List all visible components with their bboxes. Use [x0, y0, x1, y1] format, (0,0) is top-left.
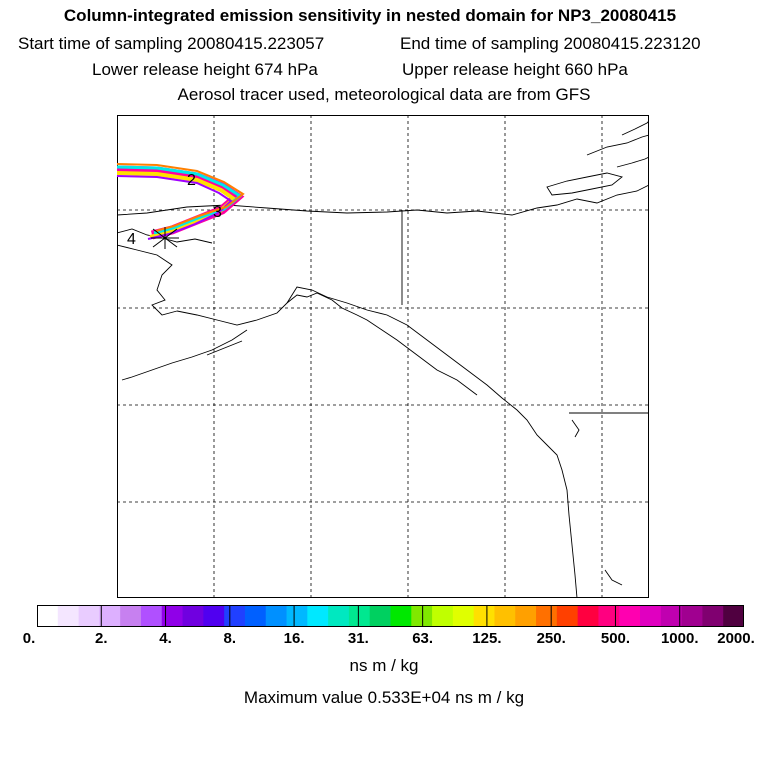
trajectory-label-3: 3 — [213, 204, 222, 221]
colorbar-tick-label: 250. — [536, 630, 566, 647]
colorbar-tick-label: 125. — [472, 630, 502, 647]
colorbar-segment — [265, 605, 288, 627]
colorbar-tick-label: 500. — [600, 630, 631, 647]
colorbar-segment — [640, 605, 662, 627]
release-marker — [151, 227, 179, 249]
colorbar-tick-label: 4. — [159, 630, 172, 647]
plume-band-4 — [117, 175, 233, 240]
colorbar-tick-label: 1000. — [660, 630, 699, 647]
colorbar-segment — [536, 605, 558, 627]
colorbar-segment — [681, 605, 704, 627]
plot-title: Column-integrated emission sensitivity i… — [63, 6, 677, 25]
colorbar-segment — [369, 605, 392, 627]
trajectory-label-4: 4 — [127, 231, 136, 248]
colorbar-segment — [556, 605, 579, 627]
colorbar-units: ns m / kg — [349, 656, 419, 675]
emission-plume — [117, 163, 245, 240]
colorbar-major-dividers — [100, 605, 681, 627]
map-panel: 2 3 4 — [117, 115, 649, 598]
tracer-note: Aerosol tracer used, meteorological data… — [177, 85, 591, 104]
start-time-label: Start time of sampling 20080415.223057 — [18, 34, 325, 53]
colorbar-segment — [702, 605, 724, 627]
plume-band-5 — [117, 163, 245, 232]
colorbar-tick-label: 2000. — [717, 630, 755, 647]
colorbar-segment — [515, 605, 537, 627]
upper-release-label: Upper release height 660 hPa — [402, 60, 628, 79]
colorbar-segment — [224, 605, 246, 627]
lower-release-label: Lower release height 674 hPa — [92, 60, 318, 79]
colorbar-segment — [619, 605, 641, 627]
trajectory-labels: 2 3 4 — [127, 172, 222, 248]
colorbar-tick-label: 2. — [95, 630, 108, 647]
colorbar-tick-label: 31. — [347, 630, 369, 647]
colorbar-segment — [390, 605, 412, 627]
colorbar-segment — [161, 605, 184, 627]
colorbar-segment — [307, 605, 329, 627]
colorbar-segment — [452, 605, 475, 627]
colorbar-segments — [37, 605, 744, 627]
colorbar-segment — [57, 605, 80, 627]
colorbar-segment — [37, 605, 59, 627]
colorbar-segment — [286, 605, 308, 627]
colorbar-segment — [244, 605, 267, 627]
colorbar-segment — [182, 605, 204, 627]
colorbar-segment — [432, 605, 454, 627]
colorbar-segment — [577, 605, 600, 627]
colorbar-tick-label: 16. — [283, 630, 305, 647]
colorbar-segment — [348, 605, 371, 627]
colorbar-segment — [78, 605, 100, 627]
colorbar-segment — [411, 605, 433, 627]
graticule — [117, 115, 649, 598]
end-time-label: End time of sampling 20080415.223120 — [400, 34, 701, 53]
colorbar-tick-label: 0. — [22, 630, 36, 647]
colorbar-tick-label: 8. — [223, 630, 237, 647]
colorbar-segment — [598, 605, 620, 627]
colorbar-segment — [203, 605, 225, 627]
colorbar-tick-label: 63. — [412, 630, 434, 647]
colorbar-segment — [473, 605, 496, 627]
colorbar — [37, 605, 744, 627]
map-frame — [117, 115, 649, 598]
maximum-value-label: Maximum value 0.533E+04 ns m / kg — [243, 688, 525, 707]
colorbar-segment — [660, 605, 683, 627]
colorbar-segment — [140, 605, 163, 627]
trajectory-label-2: 2 — [187, 172, 196, 189]
colorbar-frame — [37, 605, 744, 627]
colorbar-segment — [328, 605, 350, 627]
colorbar-segment — [120, 605, 142, 627]
colorbar-segment — [723, 605, 744, 627]
colorbar-segment — [494, 605, 516, 627]
colorbar-segment — [99, 605, 121, 627]
